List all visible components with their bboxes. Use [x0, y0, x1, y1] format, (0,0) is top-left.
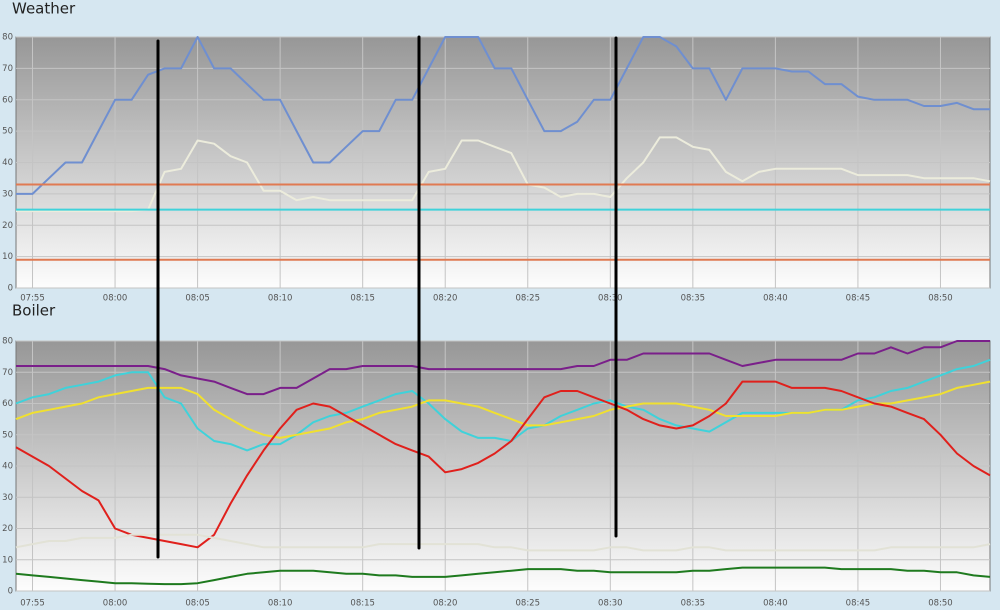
- chart: Weather 0 10 20 30 40 50 60 70 80 07:55 08:00 08:05 0…: [2, 0, 991, 304]
- x-tick-label: 08:40: [763, 599, 788, 609]
- series-line: [16, 36, 990, 195]
- y-tick-label: 50: [2, 127, 13, 137]
- y-tick-label: 60: [2, 95, 13, 105]
- y-tick-label: 0: [8, 284, 13, 294]
- y-tick-label: 20: [2, 221, 13, 231]
- x-tick-label: 08:10: [268, 294, 293, 304]
- x-tick-label: 08:35: [681, 599, 706, 609]
- series-line: [16, 136, 991, 213]
- x-tick-label: 08:15: [350, 599, 375, 609]
- x-tick-label: 08:05: [185, 599, 210, 609]
- series-line: [15, 380, 991, 439]
- series-line: [15, 566, 991, 586]
- x-tick-label: 08:50: [928, 294, 953, 304]
- y-tick-label: 50: [2, 430, 13, 440]
- x-tick-label: 08:20: [433, 599, 458, 609]
- hand-drawn-markers: [156, 35, 618, 559]
- series-line: [16, 340, 990, 396]
- y-tick-label: 70: [2, 368, 13, 378]
- y-tick-label: 80: [2, 33, 13, 43]
- x-tick-label: 08:40: [763, 294, 788, 304]
- x-tick-label: 08:00: [103, 599, 128, 609]
- x-tick-label: 08:25: [516, 294, 541, 304]
- y-tick-label: 30: [2, 493, 13, 503]
- y-tick-label: 80: [2, 337, 13, 347]
- x-tick-label: 08:05: [185, 294, 210, 304]
- y-tick-label: 60: [2, 399, 13, 409]
- series-line: [15, 380, 991, 549]
- x-tick-label: 08:45: [846, 599, 871, 609]
- x-tick-label: 07:55: [20, 599, 45, 609]
- y-tick-label: 10: [2, 252, 13, 262]
- y-tick-label: 40: [2, 158, 13, 168]
- x-tick-label: 08:35: [681, 294, 706, 304]
- series-line: [15, 533, 991, 552]
- chart: Boiler 0 10 20 30 40 50 60 70 80 07:55 08:00 08:05 08…: [2, 302, 991, 609]
- chart-title: Weather: [12, 0, 76, 18]
- y-tick-label: 40: [2, 462, 13, 472]
- x-tick-label: 08:00: [103, 294, 128, 304]
- y-tick-label: 70: [2, 64, 13, 74]
- x-tick-label: 07:55: [20, 294, 45, 304]
- x-tick-label: 08:30: [598, 599, 623, 609]
- y-tick-label: 20: [2, 524, 13, 534]
- y-tick-label: 30: [2, 189, 13, 199]
- y-tick-label: 10: [2, 555, 13, 565]
- x-tick-label: 08:15: [350, 294, 375, 304]
- x-tick-label: 08:10: [268, 599, 293, 609]
- x-tick-label: 08:45: [846, 294, 871, 304]
- chart-title: Boiler: [12, 302, 56, 320]
- x-tick-label: 08:50: [928, 599, 953, 609]
- x-tick-label: 08:20: [433, 294, 458, 304]
- y-tick-label: 0: [8, 587, 13, 597]
- x-tick-label: 08:30: [598, 294, 623, 304]
- x-tick-label: 08:25: [516, 599, 541, 609]
